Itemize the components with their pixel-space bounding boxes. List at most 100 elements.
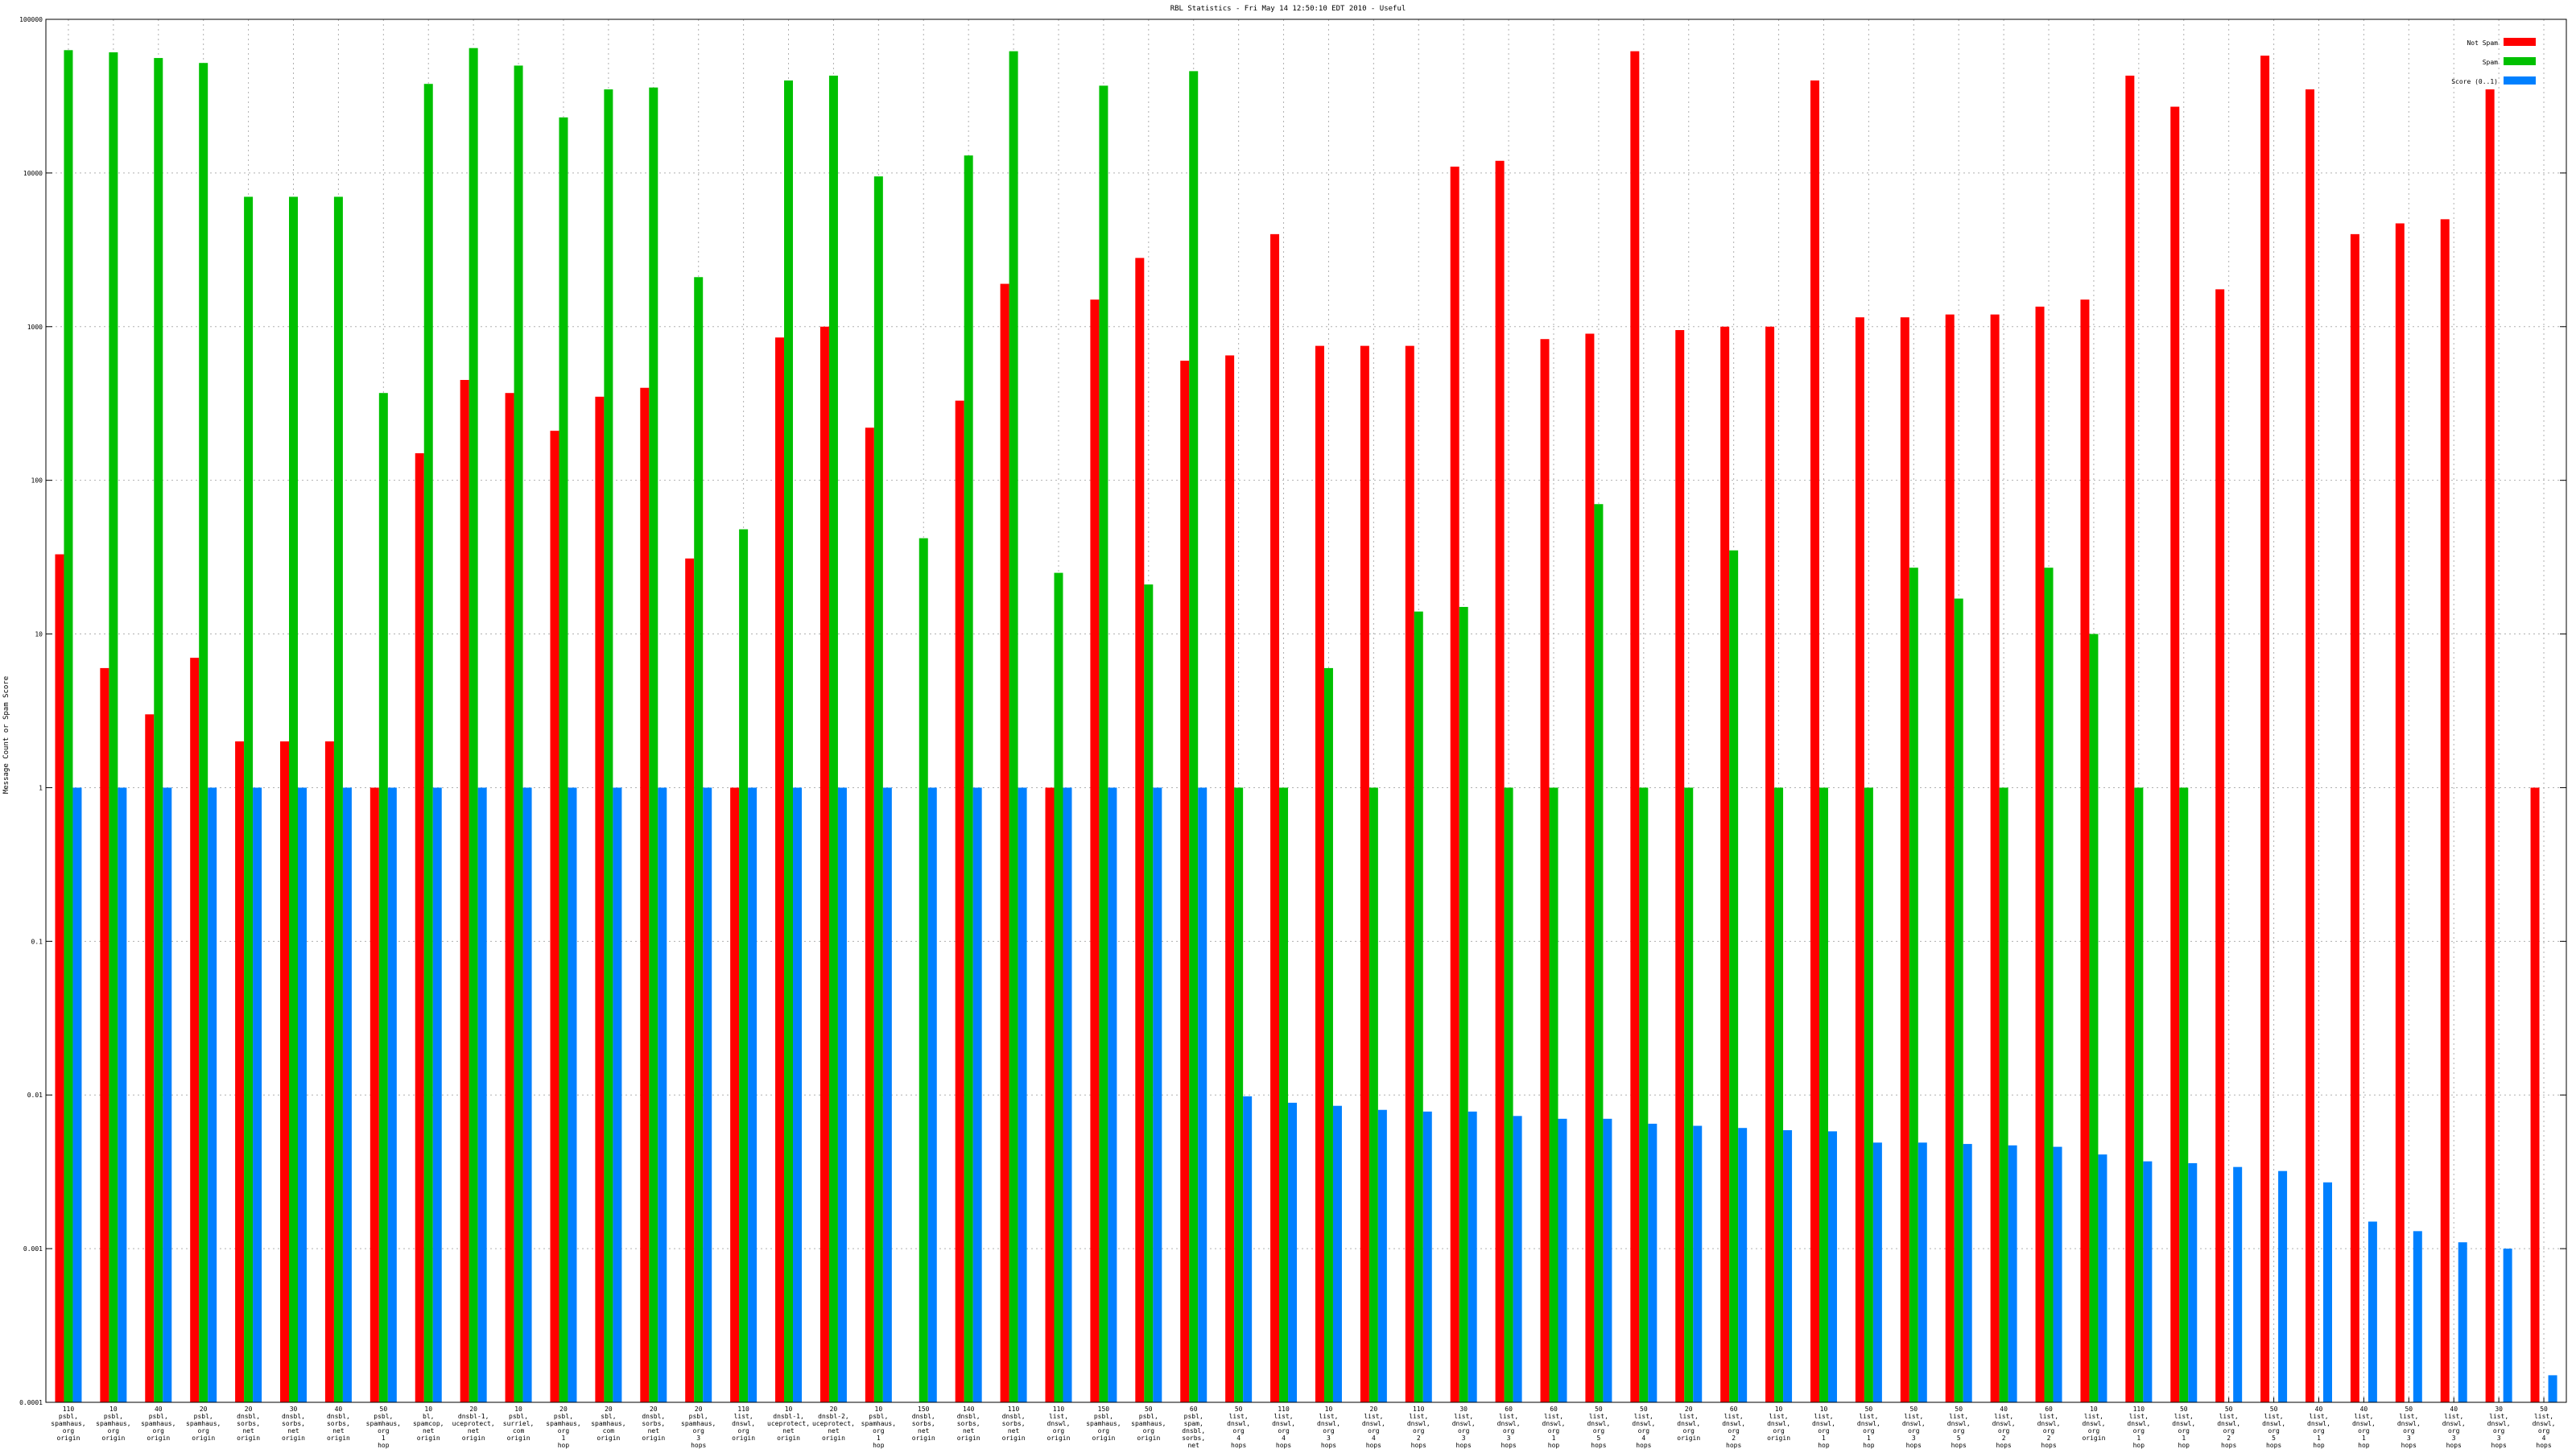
- bar-not-spam: [369, 787, 379, 1402]
- x-tick-label: 110 dnsbl, sorbs, net origin: [1002, 1406, 1026, 1442]
- bar-spam: [1234, 787, 1244, 1402]
- x-tick-label: 20 list, dnswl, org origin: [1677, 1406, 1700, 1442]
- bar-spam: [423, 84, 433, 1403]
- bar-score-0-1: [703, 787, 712, 1402]
- legend-swatch: [2504, 76, 2536, 85]
- bar-not-spam: [190, 658, 200, 1402]
- bar-spam: [109, 52, 118, 1402]
- x-tick-label: 10 psbl, spamhaus, org 1 hop: [861, 1406, 896, 1449]
- bar-not-spam: [819, 326, 829, 1402]
- bar-not-spam: [1675, 330, 1685, 1403]
- bar-not-spam: [280, 741, 290, 1402]
- bar-spam: [784, 80, 794, 1403]
- bar-spam: [1594, 504, 1604, 1402]
- x-tick-label: 10 bl, spamcop, net origin: [413, 1406, 444, 1442]
- bar-score-0-1: [432, 787, 442, 1402]
- bar-spam: [199, 63, 208, 1403]
- bar-not-spam: [2305, 89, 2314, 1402]
- bar-score-0-1: [1783, 1129, 1793, 1402]
- bar-score-0-1: [2008, 1145, 2017, 1402]
- bar-not-spam: [1495, 160, 1505, 1403]
- bar-not-spam: [2395, 223, 2405, 1403]
- bar-score-0-1: [1108, 787, 1117, 1402]
- bar-not-spam: [730, 787, 740, 1402]
- x-tick-label: 20 sbl, spamhaus, com origin: [591, 1406, 625, 1442]
- bar-not-spam: [505, 393, 514, 1403]
- bar-marks: [55, 47, 2557, 1403]
- bar-not-spam: [2080, 299, 2090, 1402]
- bar-spam: [1279, 787, 1289, 1402]
- x-tick-label: 20 psbl, spamhaus, org origin: [186, 1406, 221, 1442]
- x-tick-label: 20 psbl, spamhaus, org 3 hops: [681, 1406, 716, 1449]
- bar-spam: [1054, 572, 1063, 1402]
- y-tick-label: 0.001: [23, 1245, 43, 1253]
- x-tick-label: 50 psbl, spamhaus, org origin: [1131, 1406, 1166, 1442]
- bar-score-0-1: [2368, 1221, 2377, 1402]
- bar-score-0-1: [793, 787, 803, 1402]
- bar-spam: [1639, 787, 1649, 1402]
- bar-not-spam: [550, 431, 559, 1402]
- bar-score-0-1: [163, 787, 172, 1402]
- x-tick-label: 110 list, dnswl, org 4 hops: [1272, 1406, 1295, 1449]
- bar-score-0-1: [2322, 1182, 2332, 1402]
- x-tick-label: 40 dnsbl, sorbs, net origin: [327, 1406, 350, 1442]
- x-tick-label: 10 dnsbl-1, uceprotect, net origin: [767, 1406, 810, 1442]
- x-tick-label: 150 dnsbl, sorbs, net origin: [912, 1406, 935, 1442]
- bar-not-spam: [1135, 258, 1145, 1402]
- bar-not-spam: [55, 554, 64, 1402]
- x-tick-label: 30 list, dnswl, org 3 hops: [2487, 1406, 2511, 1449]
- bar-score-0-1: [1198, 787, 1208, 1402]
- bar-not-spam: [1090, 299, 1100, 1402]
- bar-not-spam: [1000, 283, 1009, 1403]
- x-tick-label: 50 list, dnswl, org 5 hops: [2262, 1406, 2285, 1449]
- bar-spam: [604, 89, 613, 1402]
- y-tick-label: 1000: [27, 324, 43, 331]
- y-tick-label: 1: [39, 784, 43, 791]
- bar-spam: [1774, 787, 1784, 1402]
- bar-score-0-1: [2053, 1146, 2062, 1402]
- legend-swatch: [2504, 57, 2536, 65]
- bar-score-0-1: [1648, 1123, 1657, 1402]
- bar-score-0-1: [1468, 1111, 1477, 1402]
- bar-spam: [559, 117, 568, 1402]
- x-tick-label: 20 psbl, spamhaus, org 1 hop: [546, 1406, 580, 1449]
- bar-not-spam: [1315, 345, 1324, 1402]
- bar-not-spam: [2170, 106, 2180, 1402]
- bar-not-spam: [460, 379, 469, 1403]
- chart-title: RBL Statistics - Fri May 14 12:50:10 EDT…: [1170, 5, 1406, 13]
- bar-not-spam: [415, 453, 424, 1403]
- bar-score-0-1: [1963, 1144, 1972, 1402]
- legend-label: Score (0..1): [2451, 78, 2498, 85]
- bar-spam: [1818, 787, 1828, 1402]
- bar-spam: [1729, 550, 1739, 1403]
- x-tick-label: 50 list, dnswl, org 4 hops: [1227, 1406, 1250, 1449]
- bar-score-0-1: [613, 787, 622, 1402]
- bar-score-0-1: [2188, 1162, 2198, 1402]
- bar-spam: [1099, 85, 1108, 1402]
- y-tick-label: 100000: [19, 16, 43, 23]
- x-tick-label: 50 list, dnswl, org 4 hops: [2533, 1406, 2556, 1449]
- bar-score-0-1: [1827, 1131, 1837, 1402]
- bar-spam: [333, 196, 343, 1402]
- bar-not-spam: [595, 396, 605, 1403]
- x-tick-label: 50 list, dnswl, org 5 hops: [1947, 1406, 1971, 1449]
- bar-spam: [1189, 71, 1199, 1403]
- bar-spam: [469, 47, 478, 1402]
- bar-score-0-1: [477, 787, 487, 1402]
- bar-not-spam: [1855, 317, 1864, 1403]
- bar-not-spam: [2530, 787, 2540, 1402]
- bar-score-0-1: [1513, 1116, 1522, 1402]
- bar-score-0-1: [1018, 787, 1027, 1402]
- bar-spam: [1414, 611, 1423, 1402]
- x-tick-label: 30 dnsbl, sorbs, net origin: [282, 1406, 305, 1442]
- bar-not-spam: [2440, 219, 2450, 1402]
- bar-spam: [2179, 787, 2189, 1402]
- bar-score-0-1: [1377, 1109, 1387, 1402]
- bar-score-0-1: [2278, 1170, 2288, 1402]
- bar-score-0-1: [72, 787, 82, 1402]
- x-tick-label: 110 psbl, spamhaus, org origin: [51, 1406, 85, 1442]
- bar-spam: [739, 529, 749, 1402]
- x-tick-label: 50 list, dnswl, org 3 hops: [2397, 1406, 2421, 1449]
